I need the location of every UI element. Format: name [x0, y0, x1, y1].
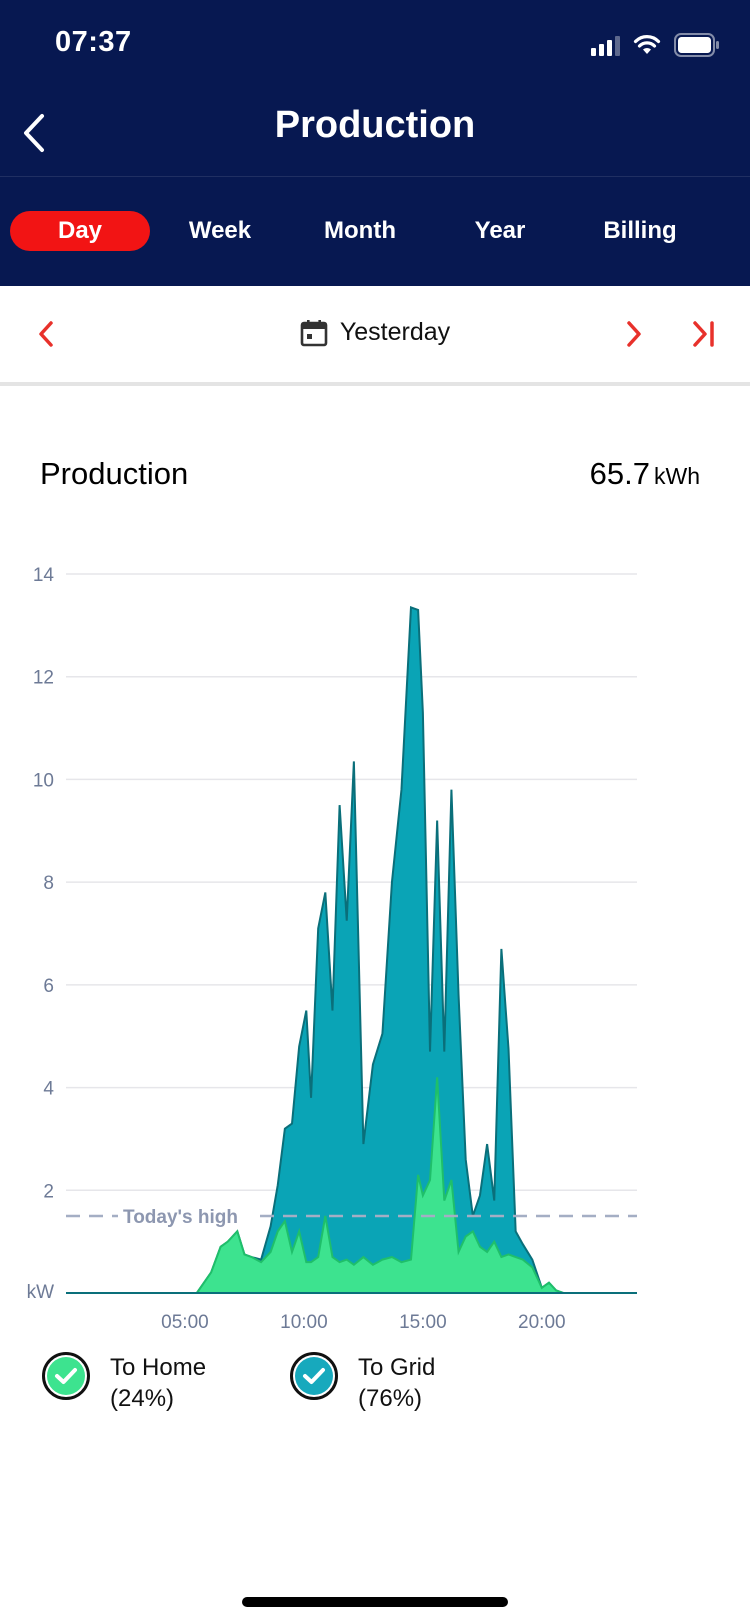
y-tick-label: 14 — [33, 565, 55, 586]
legend-label: To Grid (76%) — [358, 1352, 435, 1414]
chevron-left-icon — [39, 321, 53, 347]
production-chart: 2 4 6 8 10 12 14 kW Today's high 05:00 10:00 15:00 2… — [27, 565, 637, 1333]
legend-checkbox — [42, 1352, 90, 1400]
y-tick-label: 4 — [43, 1079, 54, 1100]
tab-year[interactable]: Year — [474, 217, 526, 244]
date-navigator: Yesterday — [0, 286, 750, 386]
home-indicator — [242, 1597, 508, 1607]
page-title: Production — [274, 104, 476, 146]
chevron-right-icon — [627, 321, 641, 347]
status-icons — [591, 30, 720, 60]
series-area-to-grid — [66, 607, 637, 1293]
legend-name: To Grid — [358, 1354, 436, 1381]
checkmark-icon — [295, 1357, 333, 1395]
chevron-left-icon — [24, 114, 44, 152]
legend-name: To Home — [110, 1354, 207, 1381]
tab-day[interactable]: Day — [10, 211, 150, 251]
y-axis-label: kW — [27, 1282, 55, 1303]
jump-to-latest-button[interactable] — [686, 316, 722, 352]
section-title: Production — [40, 456, 189, 491]
total-unit: kWh — [654, 463, 700, 489]
legend-to-grid[interactable]: To Grid (76%) — [290, 1352, 435, 1414]
status-time: 07:37 — [55, 26, 132, 58]
checkmark-icon — [47, 1357, 85, 1395]
production-total: 65.7 kWh — [590, 456, 700, 492]
x-tick-label: 05:00 — [161, 1312, 209, 1333]
tab-billing[interactable]: Billing — [603, 217, 677, 244]
x-tick-label: 20:00 — [518, 1312, 566, 1333]
total-value: 65.7 — [589, 456, 650, 491]
legend-to-home[interactable]: To Home (24%) — [42, 1352, 206, 1414]
series-line-to-grid — [66, 605, 637, 1294]
legend-percent: (76%) — [358, 1385, 423, 1412]
legend-checkbox — [290, 1352, 338, 1400]
y-tick-label: 2 — [43, 1181, 54, 1202]
app-header: 07:37 Production Day Week Month Year Bil… — [0, 0, 750, 286]
battery-icon — [674, 33, 719, 57]
x-tick-label: 10:00 — [280, 1312, 328, 1333]
y-tick-label: 10 — [33, 770, 54, 791]
skip-to-end-icon — [693, 321, 714, 347]
previous-day-button[interactable] — [28, 316, 64, 352]
legend-label: To Home (24%) — [110, 1352, 206, 1414]
wifi-icon — [633, 35, 661, 54]
tab-month[interactable]: Month — [324, 217, 396, 244]
back-button[interactable] — [14, 108, 54, 158]
period-tabs: Day Week Month Year Billing — [10, 211, 740, 251]
tab-week[interactable]: Week — [188, 217, 252, 244]
y-tick-label: 8 — [43, 873, 54, 894]
x-tick-label: 15:00 — [399, 1312, 447, 1333]
series-line-to-home — [66, 1077, 637, 1294]
reference-line-label: Today's high — [123, 1207, 238, 1228]
date-label: Yesterday — [339, 318, 451, 346]
date-picker[interactable]: Yesterday — [0, 318, 750, 347]
y-tick-label: 6 — [43, 976, 54, 997]
next-day-button[interactable] — [616, 316, 652, 352]
y-tick-label: 12 — [33, 668, 54, 689]
calendar-icon — [300, 319, 328, 346]
cellular-signal-icon — [591, 34, 620, 56]
legend-percent: (24%) — [110, 1385, 175, 1412]
divider — [0, 176, 750, 177]
